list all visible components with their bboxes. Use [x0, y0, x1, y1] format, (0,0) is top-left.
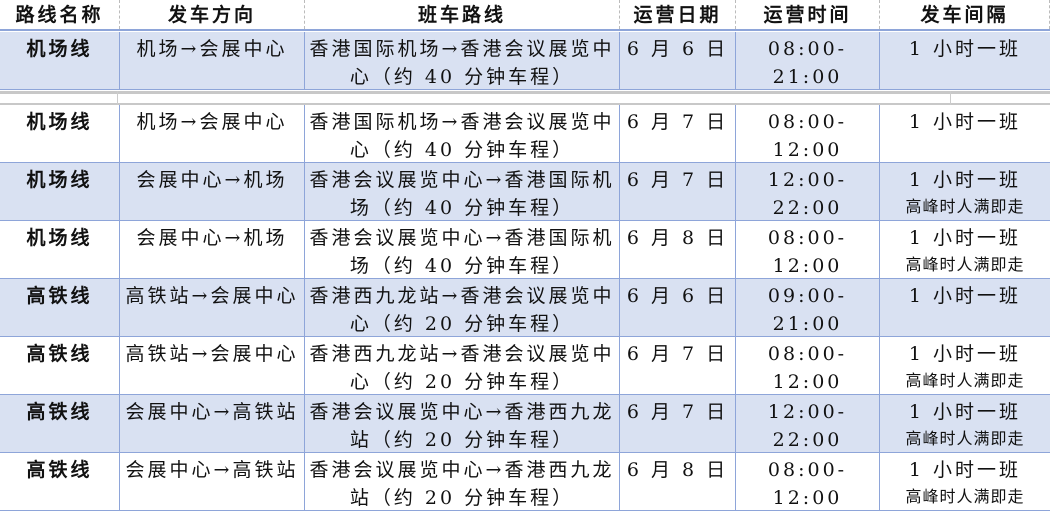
date-cell: 6 月 8 日	[620, 453, 736, 510]
table-row: 高铁线 会展中心→高铁站 香港会议展览中心→香港西九龙站（约 20 分钟车程） 6 月…	[0, 395, 1050, 453]
date-cell: 6 月 7 日	[620, 163, 736, 220]
route-cell: 香港会议展览中心→香港国际机场（约 40 分钟车程）	[305, 163, 620, 220]
interval-text: 1 小时一班	[908, 401, 1022, 423]
interval-text: 1 小时一班	[908, 111, 1022, 133]
route-cell: 香港西九龙站→香港会议展览中心（约 20 分钟车程）	[305, 279, 620, 336]
header-time: 运营时间	[736, 0, 880, 29]
date-cell: 6 月 7 日	[620, 337, 736, 394]
direction-cell: 会展中心→机场	[120, 221, 305, 278]
time-cell: 08:00-12:00	[736, 337, 880, 394]
time-cell: 08:00-12:00	[736, 105, 880, 162]
route-cell: 香港会议展览中心→香港西九龙站（约 20 分钟车程）	[305, 453, 620, 510]
route-cell: 香港国际机场→香港会议展览中心（约 40 分钟车程）	[305, 105, 620, 162]
table-row: 机场线 会展中心→机场 香港会议展览中心→香港国际机场（约 40 分钟车程） 6 月 …	[0, 221, 1050, 279]
table-row: 机场线 会展中心→机场 香港会议展览中心→香港国际机场（约 40 分钟车程） 6 月 …	[0, 163, 1050, 221]
date-cell: 6 月 6 日	[620, 279, 736, 336]
interval-cell: 1 小时一班 高峰时人满即走	[880, 453, 1050, 510]
page-break-divider	[0, 91, 1050, 105]
time-cell: 12:00-22:00	[736, 163, 880, 220]
route-name-cell: 高铁线	[0, 453, 120, 510]
interval-text: 1 小时一班	[908, 285, 1022, 307]
header-route: 班车路线	[305, 0, 620, 29]
interval-note: 高峰时人满即走	[905, 371, 1025, 390]
direction-cell: 会展中心→高铁站	[120, 453, 305, 510]
table-row: 高铁线 会展中心→高铁站 香港会议展览中心→香港西九龙站（约 20 分钟车程） 6 月…	[0, 453, 1050, 511]
time-cell: 08:00-12:00	[736, 221, 880, 278]
route-cell: 香港会议展览中心→香港国际机场（约 40 分钟车程）	[305, 221, 620, 278]
header-route-name: 路线名称	[0, 0, 120, 29]
route-name-cell: 机场线	[0, 163, 120, 220]
route-cell: 香港国际机场→香港会议展览中心（约 40 分钟车程）	[305, 32, 620, 89]
interval-cell: 1 小时一班 高峰时人满即走	[880, 395, 1050, 452]
table-row: 高铁线 高铁站→会展中心 香港西九龙站→香港会议展览中心（约 20 分钟车程） 6 月…	[0, 337, 1050, 395]
route-name-cell: 机场线	[0, 32, 120, 89]
table-row: 高铁线 高铁站→会展中心 香港西九龙站→香港会议展览中心（约 20 分钟车程） 6 月…	[0, 279, 1050, 337]
direction-cell: 高铁站→会展中心	[120, 279, 305, 336]
direction-cell: 机场→会展中心	[120, 32, 305, 89]
date-cell: 6 月 8 日	[620, 221, 736, 278]
route-cell: 香港会议展览中心→香港西九龙站（约 20 分钟车程）	[305, 395, 620, 452]
header-date: 运营日期	[620, 0, 736, 29]
route-name-cell: 高铁线	[0, 395, 120, 452]
date-cell: 6 月 7 日	[620, 105, 736, 162]
header-direction: 发车方向	[120, 0, 305, 29]
interval-note: 高峰时人满即走	[905, 255, 1025, 274]
interval-cell: 1 小时一班	[880, 32, 1050, 89]
direction-cell: 机场→会展中心	[120, 105, 305, 162]
date-cell: 6 月 6 日	[620, 32, 736, 89]
header-interval: 发车间隔	[880, 0, 1050, 29]
interval-cell: 1 小时一班 高峰时人满即走	[880, 163, 1050, 220]
interval-text: 1 小时一班	[908, 169, 1022, 191]
table-row: 机场线 机场→会展中心 香港国际机场→香港会议展览中心（约 40 分钟车程） 6 月 …	[0, 32, 1050, 90]
time-cell: 09:00-21:00	[736, 279, 880, 336]
date-cell: 6 月 7 日	[620, 395, 736, 452]
interval-note: 高峰时人满即走	[905, 429, 1025, 448]
interval-text: 1 小时一班	[908, 38, 1022, 60]
interval-note: 高峰时人满即走	[905, 487, 1025, 506]
direction-cell: 会展中心→机场	[120, 163, 305, 220]
interval-text: 1 小时一班	[908, 343, 1022, 365]
interval-cell: 1 小时一班 高峰时人满即走	[880, 221, 1050, 278]
interval-text: 1 小时一班	[908, 227, 1022, 249]
direction-cell: 会展中心→高铁站	[120, 395, 305, 452]
interval-note: 高峰时人满即走	[905, 197, 1025, 216]
table-header: 路线名称 发车方向 班车路线 运营日期 运营时间 发车间隔	[0, 0, 1050, 31]
interval-cell: 1 小时一班	[880, 279, 1050, 336]
time-cell: 08:00-21:00	[736, 32, 880, 89]
time-cell: 08:00-12:00	[736, 453, 880, 510]
interval-cell: 1 小时一班	[880, 105, 1050, 162]
route-name-cell: 机场线	[0, 105, 120, 162]
route-name-cell: 机场线	[0, 221, 120, 278]
interval-text: 1 小时一班	[908, 459, 1022, 481]
route-name-cell: 高铁线	[0, 279, 120, 336]
direction-cell: 高铁站→会展中心	[120, 337, 305, 394]
table-row: 机场线 机场→会展中心 香港国际机场→香港会议展览中心（约 40 分钟车程） 6 月 …	[0, 105, 1050, 163]
time-cell: 12:00-22:00	[736, 395, 880, 452]
route-cell: 香港西九龙站→香港会议展览中心（约 20 分钟车程）	[305, 337, 620, 394]
route-name-cell: 高铁线	[0, 337, 120, 394]
interval-cell: 1 小时一班 高峰时人满即走	[880, 337, 1050, 394]
